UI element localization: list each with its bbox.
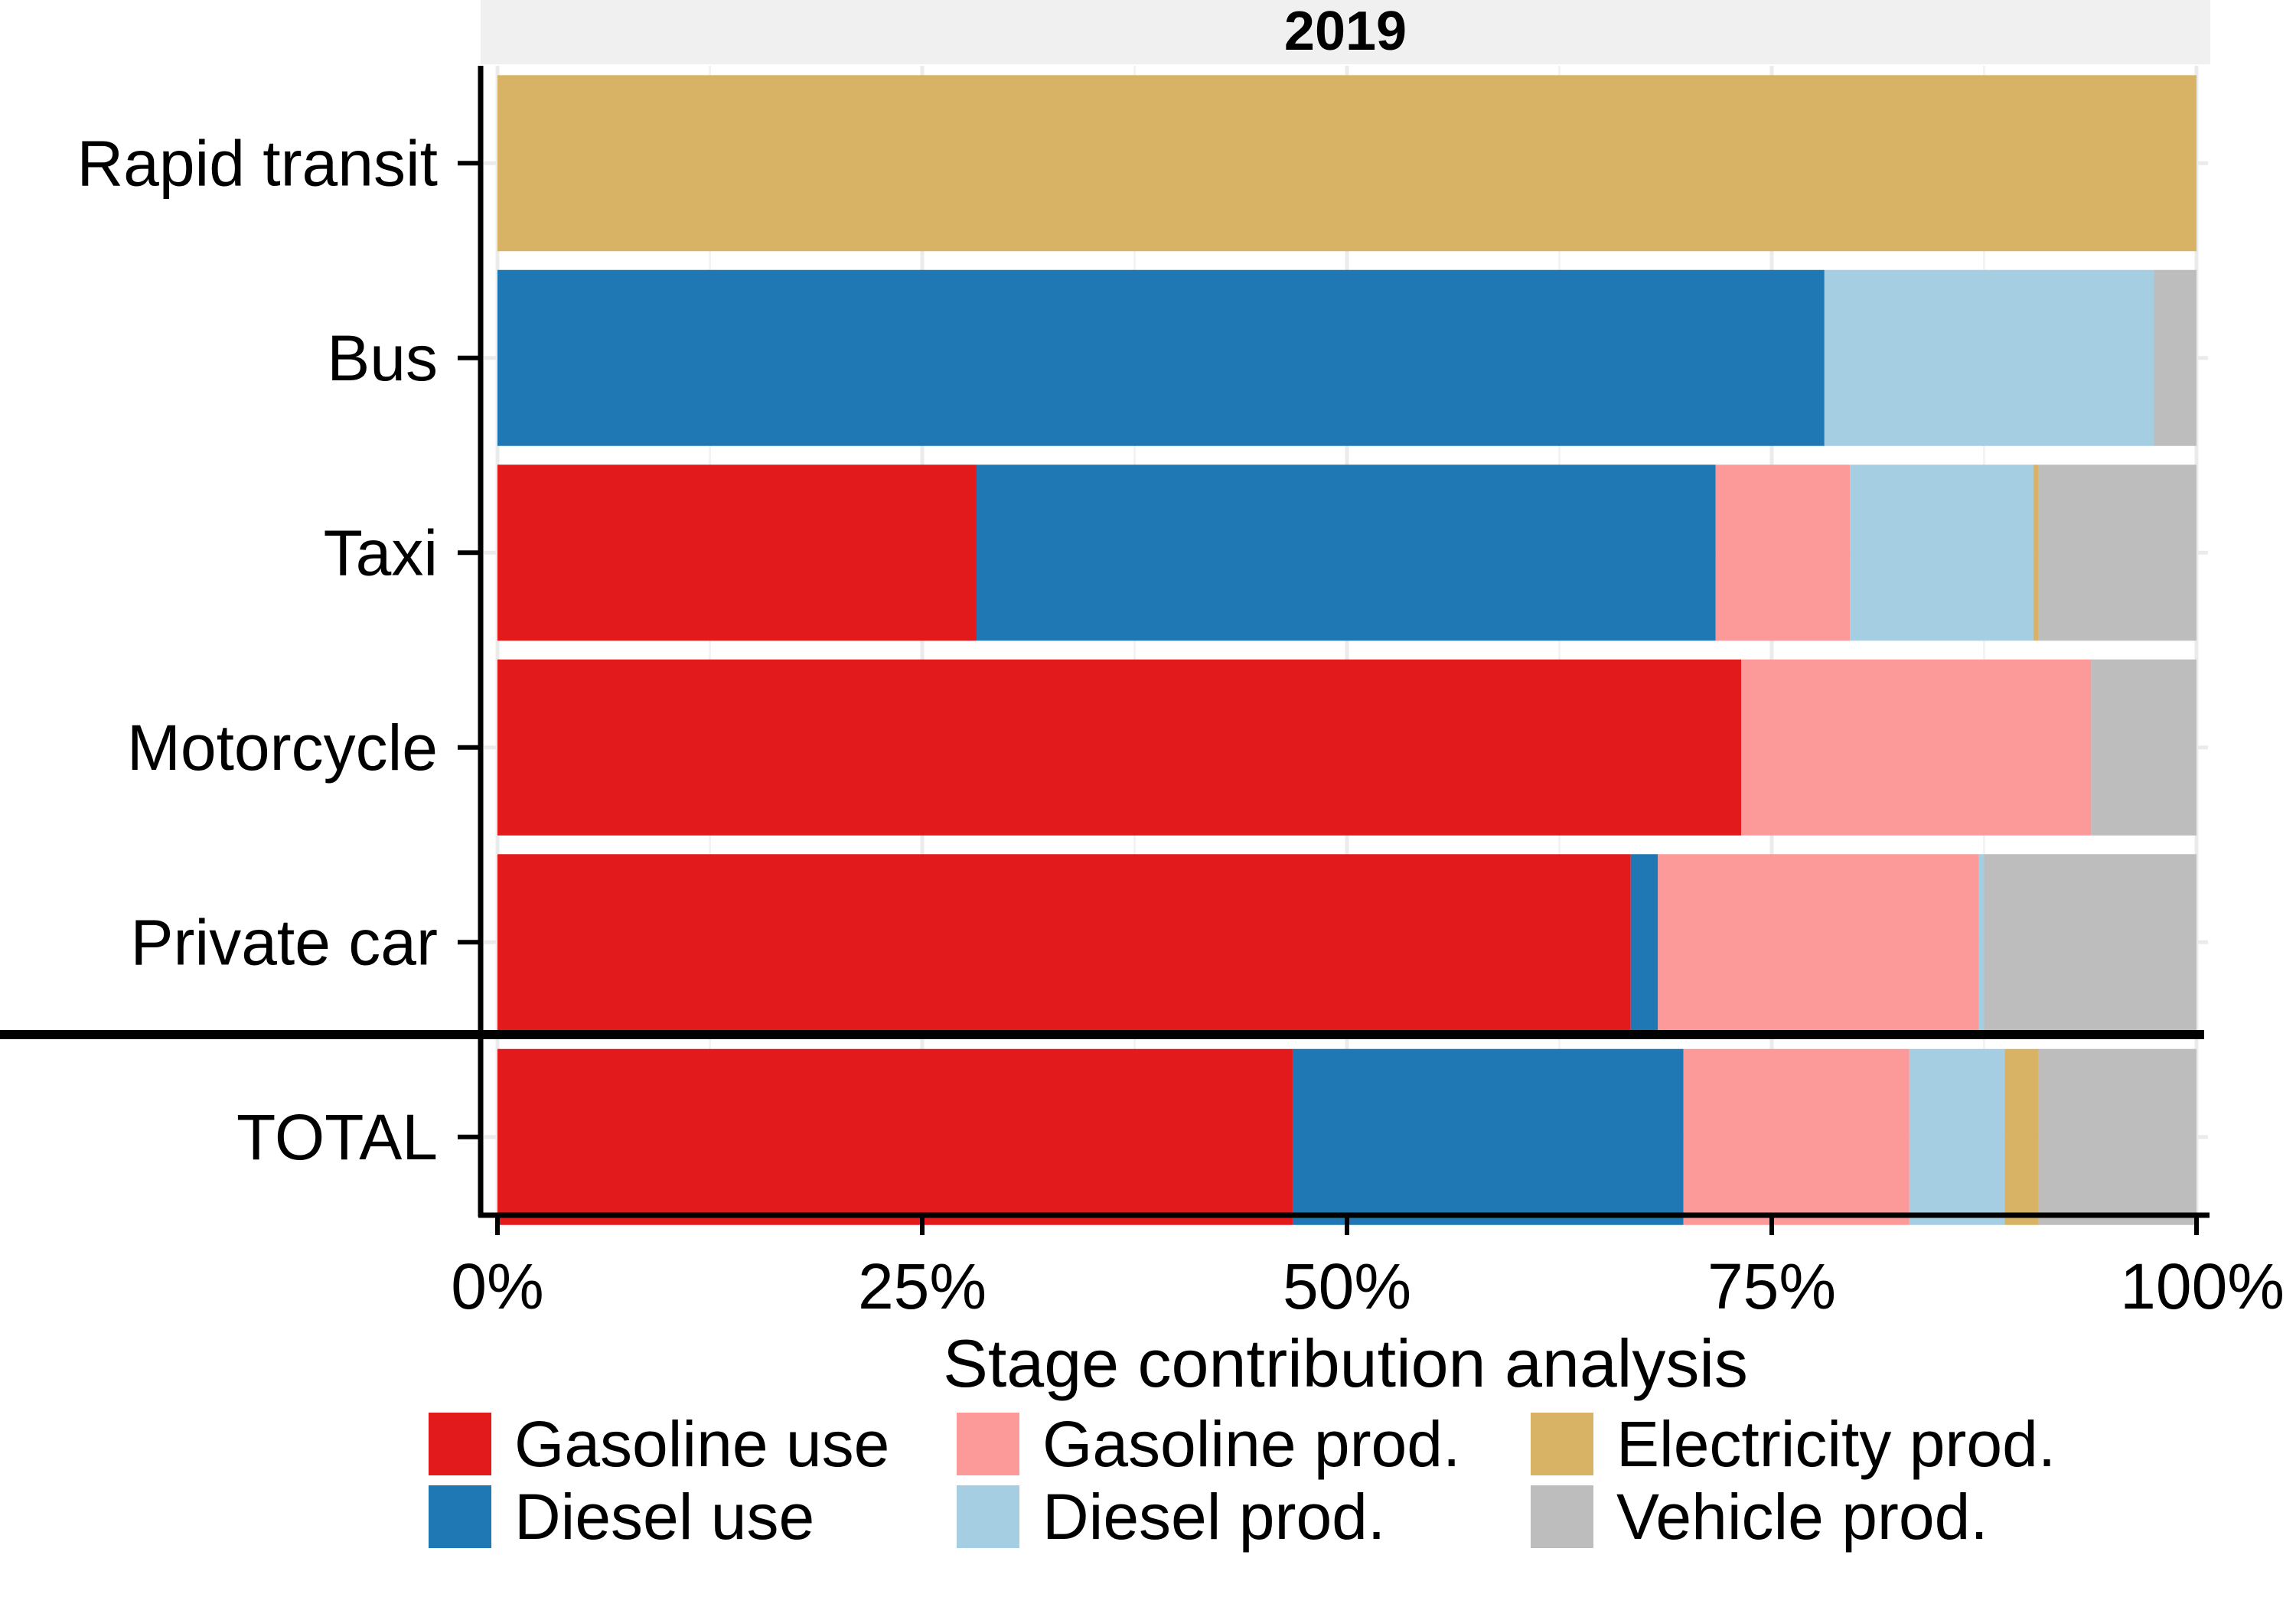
y-tick-label-rapid-transit: Rapid transit [77, 127, 438, 199]
bar-segment-taxi-diesel-prod [1850, 464, 2033, 641]
legend-swatch-diesel-prod [957, 1485, 1019, 1548]
y-tick-label-total: TOTAL [236, 1101, 438, 1173]
x-axis-title: Stage contribution analysis [943, 1325, 1748, 1401]
x-tick-label: 0% [451, 1250, 543, 1322]
x-tick-label: 50% [1283, 1250, 1411, 1322]
y-tick-label-bus: Bus [327, 322, 438, 394]
legend-swatch-gasoline-use [429, 1413, 491, 1475]
legend-label-vehicle-prod: Vehicle prod. [1616, 1481, 1988, 1553]
bar-segment-private-car-diesel-prod [1978, 854, 1985, 1031]
x-tick-label: 25% [858, 1250, 987, 1322]
y-axis-ticks: Rapid transit Bus Taxi Motorcycle Private ca… [77, 127, 481, 1173]
facet-strip [481, 0, 2210, 64]
legend-label-diesel-use: Diesel use [514, 1481, 814, 1553]
legend-label-gasoline-use: Gasoline use [514, 1408, 889, 1480]
y-tick-label-motorcycle: Motorcycle [127, 712, 438, 784]
bars [497, 75, 2197, 1225]
bar-segment-taxi-electricity-prod [2033, 464, 2039, 641]
bar-segment-bus-vehicle-prod [2154, 269, 2197, 446]
bar-segment-rapid-transit-electricity-prod [497, 75, 2197, 252]
legend-swatch-electricity-prod [1531, 1413, 1593, 1475]
bar-segment-total-gasoline-prod [1683, 1048, 1910, 1225]
bar-segment-taxi-diesel-use [977, 464, 1716, 641]
legend: Gasoline use Gasoline prod. Electricity pr… [429, 1408, 2056, 1553]
legend-swatch-diesel-use [429, 1485, 491, 1548]
bar-segment-private-car-diesel-use [1630, 854, 1658, 1031]
bar-segment-taxi-gasoline-use [497, 464, 977, 641]
bar-segment-total-diesel-use [1292, 1048, 1684, 1225]
bar-segment-total-electricity-prod [2004, 1048, 2039, 1225]
bar-segment-total-vehicle-prod [2038, 1048, 2197, 1225]
legend-label-diesel-prod: Diesel prod. [1042, 1481, 1385, 1553]
x-tick-label: 100% [2120, 1250, 2285, 1322]
bar-segment-private-car-gasoline-prod [1658, 854, 1979, 1031]
legend-swatch-gasoline-prod [957, 1413, 1019, 1475]
legend-label-electricity-prod: Electricity prod. [1616, 1408, 2056, 1480]
bar-segment-bus-diesel-use [497, 269, 1825, 446]
bar-segment-motorcycle-gasoline-prod [1741, 659, 2092, 836]
legend-label-gasoline-prod: Gasoline prod. [1042, 1408, 1460, 1480]
bar-segment-bus-diesel-prod [1824, 269, 2154, 446]
bar-segment-total-gasoline-use [497, 1048, 1293, 1225]
bar-segment-private-car-vehicle-prod [1984, 854, 2197, 1031]
facet-title: 2019 [1284, 1, 1407, 62]
bar-segment-taxi-gasoline-prod [1715, 464, 1851, 641]
legend-swatch-vehicle-prod [1531, 1485, 1593, 1548]
bar-segment-motorcycle-gasoline-use [497, 659, 1742, 836]
y-tick-label-taxi: Taxi [324, 517, 438, 588]
bar-segment-motorcycle-vehicle-prod [2091, 659, 2197, 836]
x-tick-label: 75% [1707, 1250, 1836, 1322]
y-tick-label-private-car: Private car [131, 906, 438, 978]
bar-segment-total-diesel-prod [1909, 1048, 2005, 1225]
bar-segment-private-car-gasoline-use [497, 854, 1631, 1031]
bar-segment-taxi-vehicle-prod [2038, 464, 2197, 641]
x-axis-ticks: 0% 25% 50% 75% 100% [451, 1215, 2285, 1322]
